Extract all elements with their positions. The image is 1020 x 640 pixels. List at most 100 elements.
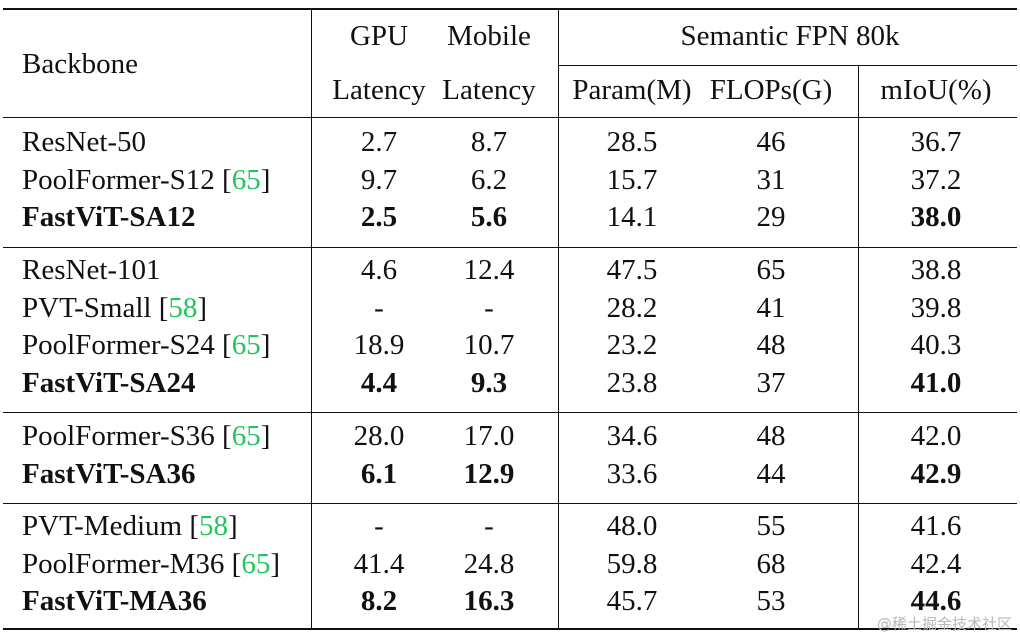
semantic-underline — [558, 65, 1017, 66]
group-rule-2 — [3, 412, 1017, 413]
backbone-label: PoolFormer-S12 — [22, 163, 223, 196]
backbone-label: PoolFormer-S36 — [22, 420, 223, 452]
cell-miou: 37.2 — [910, 163, 962, 196]
backbone-name: FastViT-SA24 — [22, 365, 196, 401]
cell-gpu: 4.6 — [360, 254, 398, 286]
backbone-name: FastViT-MA36 — [22, 583, 207, 619]
citation-link[interactable]: 58 — [198, 510, 228, 542]
cell-miou: 42.0 — [910, 420, 962, 452]
cell-flops: 31 — [756, 163, 786, 196]
cell-gpu: 8.2 — [360, 585, 398, 617]
cell-param: 34.6 — [606, 420, 658, 452]
cell-mobile: 5.6 — [470, 201, 508, 233]
backbone-name: ResNet-101 — [22, 252, 161, 288]
backbone-name: PoolFormer-S12 [65] — [22, 163, 271, 196]
backbone-name: PVT-Medium [58] — [22, 510, 238, 542]
header-bottom-rule — [3, 117, 1017, 118]
backbone-label: ResNet-50 — [22, 126, 147, 158]
group-rule-1 — [3, 247, 1017, 248]
cell-gpu: 2.7 — [360, 126, 398, 158]
backbone-label: ResNet-101 — [22, 254, 161, 286]
cell-miou: 38.0 — [910, 201, 962, 233]
cell-gpu: 6.1 — [360, 457, 398, 490]
cell-miou: 36.7 — [910, 126, 962, 158]
cell-flops: 29 — [756, 201, 786, 233]
cell-gpu: 4.4 — [360, 366, 398, 399]
header-latency-mobile: Latency — [442, 74, 536, 106]
cell-miou: 38.8 — [910, 254, 962, 286]
citation-link[interactable]: 65 — [231, 163, 261, 196]
watermark: @稀土掘金技术社区 — [876, 615, 1012, 633]
cell-mobile: 9.3 — [470, 366, 508, 399]
header-miou: mIoU(%) — [880, 74, 992, 106]
backbone-label: FastViT-SA36 — [22, 457, 196, 490]
cell-mobile: - — [484, 291, 494, 324]
backbone-name: PoolFormer-S36 [65] — [22, 420, 271, 452]
cell-mobile: 6.2 — [470, 163, 508, 196]
cell-miou: 41.6 — [910, 510, 962, 542]
cell-mobile: 24.8 — [463, 547, 515, 580]
backbone-label: PVT-Medium — [22, 510, 190, 542]
bottom-rule — [3, 628, 1017, 630]
cell-mobile: 12.4 — [463, 254, 515, 286]
cell-param: 28.5 — [606, 126, 658, 158]
group-rule-3 — [3, 503, 1017, 504]
cell-param: 59.8 — [606, 547, 658, 580]
header-mobile: Mobile — [447, 20, 531, 52]
cell-param: 47.5 — [606, 254, 658, 286]
backbone-label: FastViT-SA12 — [22, 201, 196, 233]
cell-miou: 40.3 — [910, 329, 962, 361]
backbone-name: FastViT-SA12 — [22, 199, 196, 235]
cell-flops: 53 — [756, 585, 786, 617]
cell-mobile: 10.7 — [463, 329, 515, 361]
backbone-name: PoolFormer-S24 [65] — [22, 329, 271, 361]
cell-mobile: - — [484, 510, 494, 542]
cell-gpu: - — [374, 510, 384, 542]
cell-param: 23.8 — [606, 366, 658, 399]
cell-param: 15.7 — [606, 163, 658, 196]
cell-param: 33.6 — [606, 457, 658, 490]
backbone-name: ResNet-50 — [22, 124, 146, 160]
cell-param: 28.2 — [606, 291, 658, 324]
cell-mobile: 12.9 — [463, 457, 515, 490]
cell-flops: 46 — [756, 126, 786, 158]
header-flops: FLOPs(G) — [709, 74, 833, 106]
cell-param: 48.0 — [606, 510, 658, 542]
cell-mobile: 17.0 — [463, 420, 515, 452]
backbone-label: PoolFormer-S24 — [22, 329, 223, 361]
cell-param: 45.7 — [606, 585, 658, 617]
header-backbone: Backbone — [22, 48, 138, 80]
cell-param: 14.1 — [606, 201, 658, 233]
cell-flops: 48 — [756, 329, 786, 361]
cell-gpu: 9.7 — [360, 163, 398, 196]
cell-mobile: 8.7 — [470, 126, 508, 158]
cell-flops: 37 — [756, 366, 786, 399]
cell-miou: 44.6 — [910, 585, 962, 617]
header-gpu: GPU — [349, 20, 409, 52]
vrule-miou — [858, 65, 859, 628]
cell-gpu: 18.9 — [353, 329, 405, 361]
backbone-name: PoolFormer-M36 [65] — [22, 547, 281, 580]
cell-miou: 41.0 — [910, 366, 962, 399]
citation-link[interactable]: 58 — [168, 291, 198, 324]
cell-flops: 41 — [756, 291, 786, 324]
backbone-name: PVT-Small [58] — [22, 291, 208, 324]
cell-flops: 48 — [756, 420, 786, 452]
cell-gpu: 28.0 — [353, 420, 405, 452]
citation-link[interactable]: 65 — [231, 420, 261, 452]
cell-miou: 39.8 — [910, 291, 962, 324]
cell-miou: 42.4 — [910, 547, 962, 580]
vrule-latency — [558, 8, 559, 628]
backbone-label: FastViT-MA36 — [22, 585, 207, 617]
citation-link[interactable]: 65 — [231, 329, 261, 361]
vrule-backbone — [311, 8, 312, 628]
cell-gpu: 41.4 — [353, 547, 405, 580]
header-param: Param(M) — [572, 74, 692, 106]
citation-link[interactable]: 65 — [241, 547, 271, 580]
cell-miou: 42.9 — [910, 457, 962, 490]
cell-flops: 55 — [756, 510, 786, 542]
cell-gpu: 2.5 — [360, 201, 398, 233]
backbone-label: PVT-Small — [22, 291, 159, 324]
top-rule — [3, 8, 1017, 10]
header-latency-gpu: Latency — [332, 74, 426, 106]
